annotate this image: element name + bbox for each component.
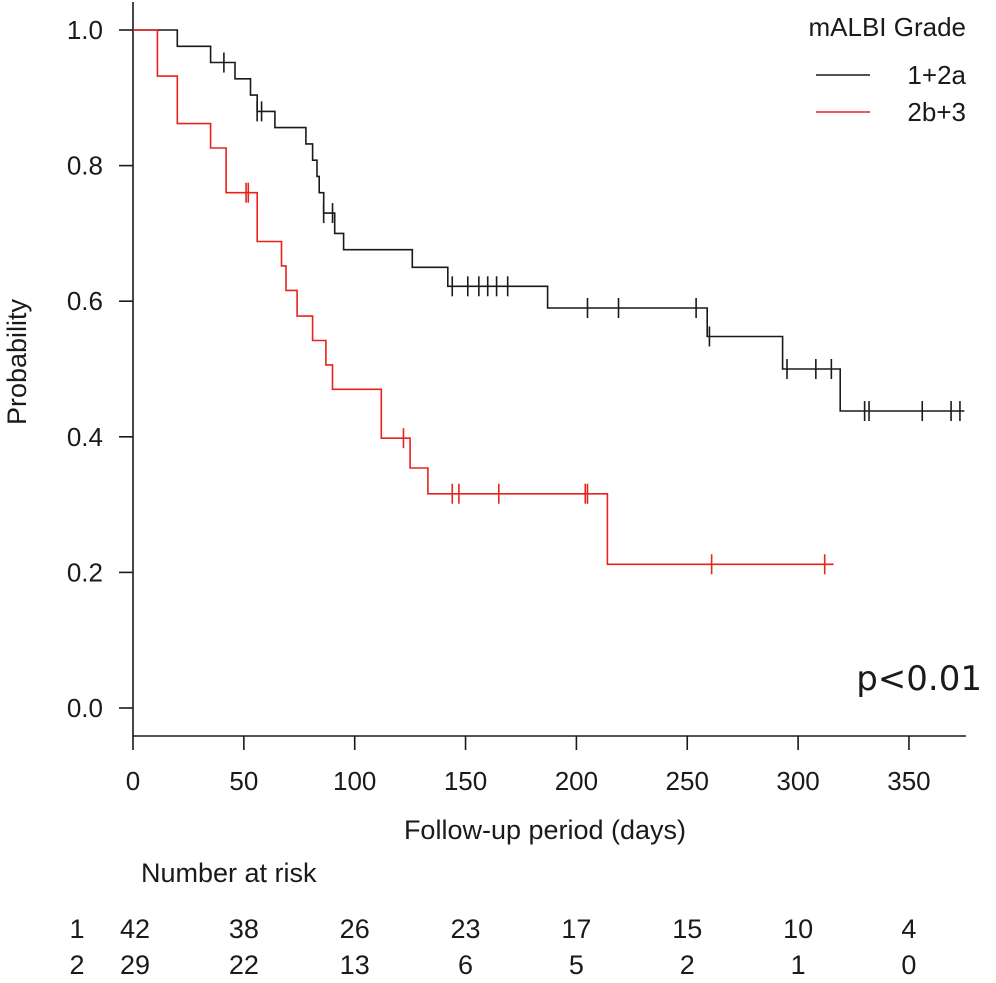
legend-title: mALBI Grade: [808, 12, 966, 42]
x-tick-label: 0: [126, 766, 140, 796]
risk-count: 42: [120, 914, 150, 944]
y-tick-label: 0.6: [67, 286, 103, 316]
x-tick-label: 250: [666, 766, 709, 796]
risk-count: 0: [901, 950, 916, 980]
risk-count: 26: [340, 914, 370, 944]
risk-count: 29: [120, 950, 150, 980]
survival-curve-1: [133, 29, 965, 412]
axes: 0.0 0.2 0.4 0.6 0.8 1.0 0 50 100 150 200 250 300 350: [67, 2, 966, 796]
x-axis-label: Follow-up period (days): [404, 815, 686, 845]
series-1: [133, 29, 965, 422]
y-tick-label: 0.2: [67, 557, 103, 587]
y-tick-label: 0.4: [67, 422, 103, 452]
risk-table: 1 42 38 26 23 17 15 10 42 29 22 13 6 5 2 1 0: [69, 914, 916, 980]
risk-count: 38: [229, 914, 259, 944]
y-tick-label: 1.0: [67, 15, 103, 45]
y-tick-label: 0.0: [67, 693, 103, 723]
series-2: [133, 29, 834, 575]
x-tick-label: 50: [229, 766, 258, 796]
risk-count: 22: [229, 950, 259, 980]
p-value-annotation: p<0.01: [856, 659, 982, 699]
risk-count: 2: [680, 950, 695, 980]
survival-curve-2: [133, 29, 834, 566]
risk-table-title: Number at risk: [141, 858, 317, 888]
risk-count: 6: [458, 950, 473, 980]
x-tick-label: 150: [444, 766, 487, 796]
series-layer: [133, 29, 965, 575]
risk-count: 15: [672, 914, 702, 944]
risk-row-label: 1: [69, 914, 84, 944]
x-tick-label: 100: [333, 766, 376, 796]
y-axis-label: Probability: [2, 298, 32, 425]
legend-label-2: 2b+3: [907, 97, 966, 127]
risk-row-label: 2: [69, 950, 84, 980]
x-tick-label: 350: [887, 766, 930, 796]
risk-count: 4: [901, 914, 916, 944]
risk-count: 1: [791, 950, 806, 980]
legend-label-1: 1+2a: [907, 60, 966, 90]
risk-count: 10: [783, 914, 813, 944]
risk-count: 13: [340, 950, 370, 980]
risk-count: 23: [451, 914, 481, 944]
risk-count: 17: [561, 914, 591, 944]
y-tick-label: 0.8: [67, 151, 103, 181]
risk-count: 5: [569, 950, 584, 980]
x-tick-label: 300: [776, 766, 819, 796]
x-tick-label: 200: [555, 766, 598, 796]
